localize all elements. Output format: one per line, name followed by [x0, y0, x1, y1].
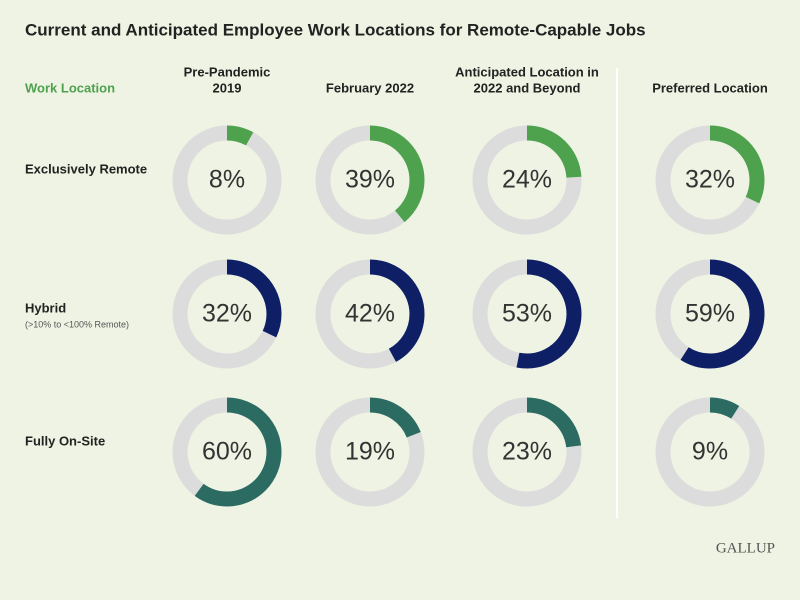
value-label: 59% [685, 300, 735, 328]
column-header: 2022 and Beyond [474, 80, 581, 95]
value-label: 42% [345, 300, 395, 328]
column-header: Anticipated Location in [455, 64, 599, 79]
donut-segment [315, 259, 425, 369]
donut-segment [655, 125, 765, 235]
value-label: 8% [209, 166, 245, 194]
value-label: 24% [502, 166, 552, 194]
source: GALLUP [716, 540, 775, 556]
column-header: 2019 [213, 80, 242, 95]
column-header: February 2022 [326, 80, 414, 95]
value-label: 9% [692, 438, 728, 466]
row-description: (>10% to <100% Remote) [25, 319, 129, 329]
donut-segment [315, 125, 425, 235]
donut-segment [655, 397, 765, 507]
donut-segment [472, 125, 582, 235]
value-label: 19% [345, 438, 395, 466]
donut-segment [472, 397, 582, 507]
row-label: Hybrid [25, 300, 66, 315]
value-label: 23% [502, 438, 552, 466]
value-label: 53% [502, 300, 552, 328]
donut-segment [172, 259, 282, 369]
donut-segment [315, 397, 425, 507]
donut-segment [472, 259, 582, 369]
value-label: 60% [202, 438, 252, 466]
donut-segment [172, 397, 282, 507]
column-header: Preferred Location [652, 80, 768, 95]
value-label: 32% [202, 300, 252, 328]
donut-segment [172, 125, 282, 235]
donut-segment [655, 259, 765, 369]
value-label: 39% [345, 166, 395, 194]
row-label: Exclusively Remote [25, 161, 147, 176]
chart-title: Current and Anticipated Employee Work Lo… [25, 20, 646, 39]
value-label: 32% [685, 166, 735, 194]
row-label: Fully On-Site [25, 433, 105, 448]
column-header: Pre-Pandemic [184, 64, 271, 79]
row-header: Work Location [25, 80, 115, 95]
